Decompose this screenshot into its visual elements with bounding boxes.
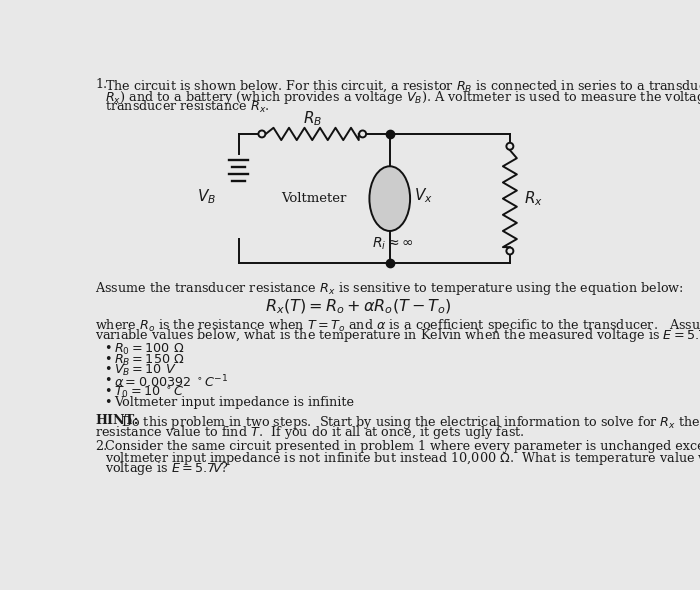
Text: transducer resistance $R_x$.: transducer resistance $R_x$. xyxy=(104,99,270,114)
Text: $R_x$) and to a battery (which provides a voltage $V_B$). A voltmeter is used to: $R_x$) and to a battery (which provides … xyxy=(104,88,700,106)
Text: where $R_o$ is the resistance when $T = T_o$ and $\alpha$ is a coefficient speci: where $R_o$ is the resistance when $T = … xyxy=(95,317,700,334)
Ellipse shape xyxy=(370,166,410,231)
Text: $R_0 = 100\ \Omega$: $R_0 = 100\ \Omega$ xyxy=(114,342,184,357)
Text: Voltmeter input impedance is infinite: Voltmeter input impedance is infinite xyxy=(114,396,354,409)
Text: Do this problem in two steps.  Start by using the electrical information to solv: Do this problem in two steps. Start by u… xyxy=(121,414,700,431)
Text: $V_x$: $V_x$ xyxy=(414,186,433,205)
Text: resistance value to find $T$.  If you do it all at once, it gets ugly fast.: resistance value to find $T$. If you do … xyxy=(95,424,525,441)
Text: $T_0 = 10\ ^\circ C$: $T_0 = 10\ ^\circ C$ xyxy=(114,385,184,400)
Text: voltmeter input impedance is not infinite but instead 10,000 $\Omega$.  What is : voltmeter input impedance is not infinit… xyxy=(104,450,700,467)
Text: •: • xyxy=(104,353,112,366)
Text: •: • xyxy=(104,363,112,376)
Text: Assume the transducer resistance $R_x$ is sensitive to temperature using the equ: Assume the transducer resistance $R_x$ i… xyxy=(95,280,684,297)
Text: HINT:: HINT: xyxy=(95,414,139,427)
Text: •: • xyxy=(104,396,112,409)
Text: $V_B = 10\ V$: $V_B = 10\ V$ xyxy=(114,363,176,379)
Circle shape xyxy=(506,143,513,150)
Text: 1.: 1. xyxy=(95,78,107,91)
Circle shape xyxy=(359,130,366,137)
Text: $R_x(T) = R_o + \alpha R_o(T - T_o)$: $R_x(T) = R_o + \alpha R_o(T - T_o)$ xyxy=(265,297,452,316)
Text: $R_i \approx \infty$: $R_i \approx \infty$ xyxy=(372,235,414,252)
Circle shape xyxy=(506,248,513,254)
Text: $R_x$: $R_x$ xyxy=(524,189,542,208)
Text: $R_B = 150\ \Omega$: $R_B = 150\ \Omega$ xyxy=(114,353,185,368)
Text: •: • xyxy=(104,374,112,387)
Text: variable values below, what is the temperature in Kelvin when the measured volta: variable values below, what is the tempe… xyxy=(95,327,700,344)
Text: The circuit is shown below. For this circuit, a resistor $R_B$ is connected in s: The circuit is shown below. For this cir… xyxy=(104,78,700,94)
Text: •: • xyxy=(104,342,112,355)
Text: 2.: 2. xyxy=(95,440,108,453)
Text: $V_B$: $V_B$ xyxy=(197,187,216,206)
Text: $\alpha = 0.00392\ ^\circ C^{-1}$: $\alpha = 0.00392\ ^\circ C^{-1}$ xyxy=(114,374,228,391)
Text: •: • xyxy=(104,385,112,398)
Text: $R_B$: $R_B$ xyxy=(302,109,322,128)
Text: Consider the same circuit presented in problem 1 where every parameter is unchan: Consider the same circuit presented in p… xyxy=(104,440,700,453)
Text: voltage is $E = 5.7V$?: voltage is $E = 5.7V$? xyxy=(104,460,228,477)
Circle shape xyxy=(258,130,265,137)
Text: Voltmeter: Voltmeter xyxy=(281,192,346,205)
